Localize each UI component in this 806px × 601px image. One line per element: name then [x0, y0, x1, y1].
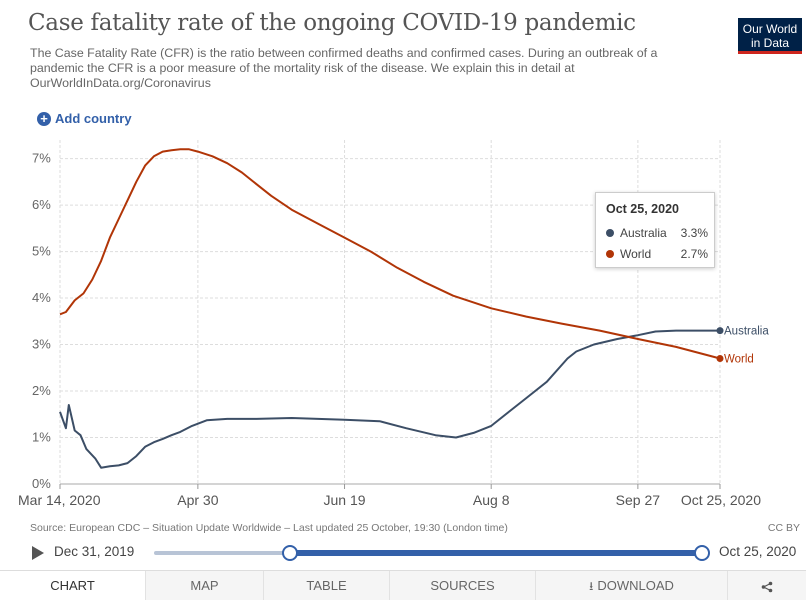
download-icon: ⭳ [589, 579, 594, 593]
y-tick-label: 5% [32, 244, 51, 259]
chart-title: Case fatality rate of the ongoing COVID-… [28, 10, 636, 36]
x-tick-label: Mar 14, 2020 [18, 492, 101, 508]
timeline-start-label: Dec 31, 2019 [54, 544, 135, 559]
world-dot-icon [606, 250, 614, 258]
timeline-end-label: Oct 25, 2020 [719, 544, 797, 559]
add-country-label: Add country [55, 111, 132, 126]
series-lines [59, 148, 724, 469]
y-tick-label: 2% [32, 383, 51, 398]
owid-logo[interactable]: Our World in Data [738, 18, 802, 54]
tab-bar: CHART MAP TABLE SOURCES ⭳ DOWNLOAD [0, 570, 806, 600]
y-tick-label: 0% [32, 476, 51, 491]
tab-map[interactable]: MAP [146, 571, 264, 600]
chart-subtitle: The Case Fatality Rate (CFR) is the rati… [30, 46, 658, 90]
x-tick-label: Aug 8 [473, 492, 510, 508]
timeline: Dec 31, 2019 Oct 25, 2020 [0, 540, 806, 566]
tab-sources[interactable]: SOURCES [390, 571, 536, 600]
series-end-point [716, 327, 724, 335]
australia-dot-icon [606, 229, 614, 237]
line-chart[interactable]: 0% 1% 2% 3% 4% 5% 6% 7% Mar 14, 2020 Apr 30 Jun 1… [0, 140, 806, 520]
y-tick-label: 3% [32, 337, 51, 352]
y-tick-label: 7% [32, 151, 51, 166]
source-note[interactable]: Source: European CDC – Situation Update … [30, 522, 508, 534]
tooltip-row-world: World 2.7% [606, 247, 708, 261]
timeline-end-handle[interactable] [694, 545, 710, 561]
x-tick-label: Apr 30 [177, 492, 218, 508]
tooltip-value: 3.3% [680, 226, 708, 240]
timeline-start-handle[interactable] [282, 545, 298, 561]
x-tick-label: Oct 25, 2020 [681, 492, 761, 508]
series-label-world: World [724, 353, 754, 365]
y-axis: 0% 1% 2% 3% 4% 5% 6% 7% [32, 151, 51, 491]
tooltip-date: Oct 25, 2020 [606, 202, 679, 216]
add-country-button[interactable]: + Add country [37, 111, 132, 126]
series-end-point [716, 354, 724, 362]
series-label-australia: Australia [724, 326, 769, 338]
grid-lines [59, 140, 721, 485]
y-tick-label: 1% [32, 430, 51, 445]
share-icon [761, 581, 773, 592]
tab-chart[interactable]: CHART [0, 571, 146, 600]
x-tick-label: Sep 27 [616, 492, 661, 508]
y-tick-label: 6% [32, 197, 51, 212]
logo-line-1: Our World [742, 22, 798, 36]
tab-download-label: DOWNLOAD [597, 578, 674, 593]
tab-download[interactable]: ⭳ DOWNLOAD [536, 571, 728, 600]
share-button[interactable] [728, 571, 806, 600]
play-icon[interactable] [32, 546, 44, 560]
series-end-labels: Australia World [724, 326, 769, 366]
plus-circle-icon: + [37, 111, 51, 126]
series-line-world[interactable] [59, 148, 721, 360]
tooltip-row-australia: Australia 3.3% [606, 226, 708, 240]
license-label[interactable]: CC BY [767, 522, 800, 534]
tab-table[interactable]: TABLE [264, 571, 390, 600]
logo-line-2: in Data [750, 36, 790, 50]
tooltip-name: Australia [620, 226, 667, 240]
tooltip-value: 2.7% [680, 247, 708, 261]
series-line-australia[interactable] [59, 329, 720, 469]
x-tick-label: Jun 19 [324, 492, 366, 508]
tooltip-name: World [620, 247, 652, 261]
timeline-selected-range [290, 550, 700, 556]
chart-tooltip: Oct 25, 2020 Australia 3.3% World 2.7% [595, 192, 715, 268]
y-tick-label: 4% [32, 290, 51, 305]
x-axis: Mar 14, 2020 Apr 30 Jun 19 Aug 8 Sep 27 Oct 2… [18, 484, 761, 508]
